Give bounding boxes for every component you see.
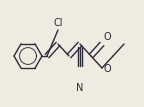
Text: O: O xyxy=(104,64,112,74)
Text: Cl: Cl xyxy=(53,18,63,28)
Text: N: N xyxy=(76,83,84,93)
Text: O: O xyxy=(104,32,112,42)
